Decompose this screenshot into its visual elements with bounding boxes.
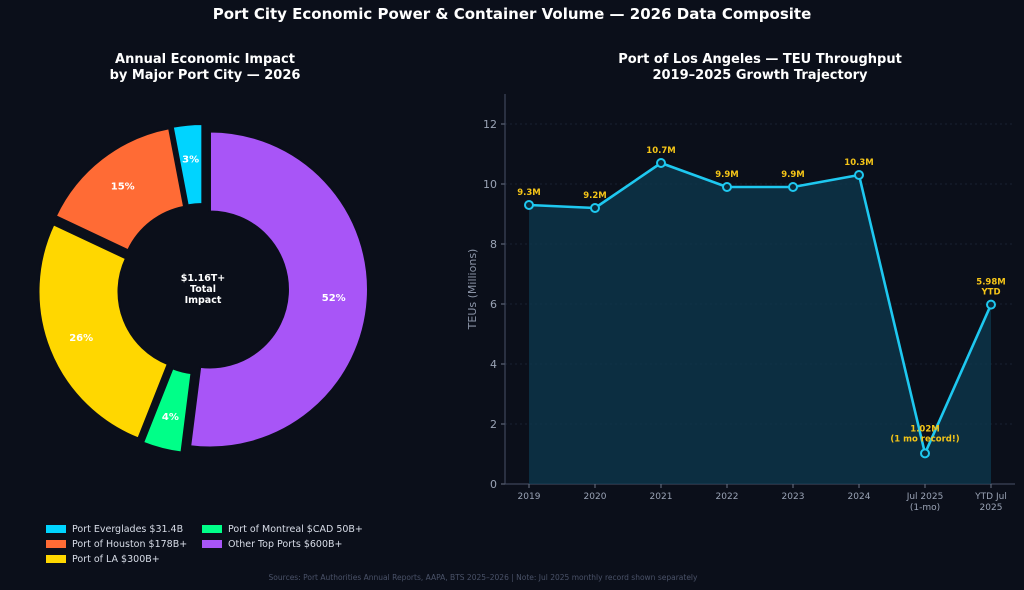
x-tick-label: Jul 2025 <box>906 492 944 502</box>
slice-percent-label: 3% <box>182 155 199 166</box>
data-point <box>656 158 666 168</box>
legend-swatch <box>46 555 66 563</box>
donut-slice <box>141 367 193 454</box>
legend-item: Other Top Ports $600B+ <box>202 537 372 551</box>
data-label: 10.7M <box>646 146 675 156</box>
donut-slice <box>189 130 369 449</box>
y-tick-label: 10 <box>483 178 497 191</box>
legend-label: Port Everglades $31.4B <box>72 523 184 535</box>
donut-slice <box>54 127 186 252</box>
donut-center-label: Total <box>190 284 216 295</box>
legend-item: Port of Montreal $CAD 50B+ <box>202 522 372 536</box>
y-tick-label: 0 <box>490 478 497 491</box>
main-title: Port City Economic Power & Container Vol… <box>212 5 812 23</box>
donut-slice <box>171 123 204 207</box>
donut-legend: Port Everglades $31.4B Port of Montreal $… <box>46 522 386 566</box>
y-tick-label: 2 <box>490 418 497 431</box>
series-line <box>528 161 993 455</box>
legend-label: Port of Montreal $CAD 50B+ <box>228 523 363 535</box>
data-point <box>986 299 996 310</box>
data-label: (1 mo record!) <box>890 434 959 444</box>
line-title: Port of Los Angeles — TEU Throughput 201… <box>560 52 960 84</box>
slice-percent-label: 4% <box>162 412 179 423</box>
slice-percent-label: 26% <box>69 333 93 344</box>
data-label: 9.9M <box>715 170 739 180</box>
data-point <box>524 200 534 210</box>
data-label: YTD <box>980 288 1000 298</box>
data-point <box>590 203 600 213</box>
legend-label: Other Top Ports $600B+ <box>228 538 343 550</box>
area-fill <box>529 163 991 484</box>
donut-title-line2: by Major Port City — 2026 <box>109 68 301 83</box>
data-label: 5.98M <box>976 278 1005 288</box>
x-tick-label: (1-mo) <box>910 503 940 513</box>
data-point <box>788 182 798 192</box>
legend-swatch <box>46 525 66 533</box>
data-label: 9.2M <box>583 191 607 201</box>
legend-swatch <box>202 540 222 548</box>
data-point <box>722 182 732 192</box>
legend-item: Port of Houston $178B+ <box>46 537 202 551</box>
line-title-line2: 2019–2025 Growth Trajectory <box>652 68 868 83</box>
data-point <box>920 448 930 459</box>
data-label: 1.02M <box>910 424 939 434</box>
source-note: Sources: Port Authorities Annual Reports… <box>268 573 698 582</box>
legend-item: Port of LA $300B+ <box>46 552 202 566</box>
y-tick-label: 12 <box>483 118 497 131</box>
donut-slice <box>37 222 170 440</box>
data-label: 9.9M <box>781 170 805 180</box>
x-tick-label: 2019 <box>518 492 541 502</box>
data-label: 9.3M <box>517 188 541 198</box>
y-tick-label: 6 <box>490 298 497 311</box>
y-axis-label: TEUs (Millions) <box>466 249 479 331</box>
x-tick-label: 2025 <box>980 503 1003 513</box>
x-tick-label: 2021 <box>650 492 673 502</box>
data-point <box>854 170 864 180</box>
donut-center-label: Impact <box>185 295 222 306</box>
legend-label: Port of Houston $178B+ <box>72 538 188 550</box>
slice-percent-label: 15% <box>111 181 135 192</box>
donut-title: Annual Economic Impact by Major Port Cit… <box>55 52 355 84</box>
slice-percent-label: 52% <box>322 293 346 304</box>
x-tick-label: 2022 <box>716 492 739 502</box>
x-tick-label: 2024 <box>848 492 871 502</box>
x-tick-label: YTD Jul <box>974 492 1007 502</box>
donut-title-line1: Annual Economic Impact <box>115 52 295 67</box>
x-tick-label: 2020 <box>584 492 607 502</box>
line-title-line1: Port of Los Angeles — TEU Throughput <box>618 52 902 67</box>
y-tick-label: 8 <box>490 238 497 251</box>
legend-swatch <box>46 540 66 548</box>
legend-swatch <box>202 525 222 533</box>
data-label: 10.3M <box>844 158 873 168</box>
donut-center-label: $1.16T+ <box>181 273 226 284</box>
x-tick-label: 2023 <box>782 492 805 502</box>
legend-item: Port Everglades $31.4B <box>46 522 202 536</box>
y-tick-label: 4 <box>490 358 497 371</box>
line-chart: 0 2 4 6 8 10 12 TEUs (Millions) 9.3M 2019 9.2M 2020… <box>466 94 1015 513</box>
legend-label: Port of LA $300B+ <box>72 553 160 565</box>
